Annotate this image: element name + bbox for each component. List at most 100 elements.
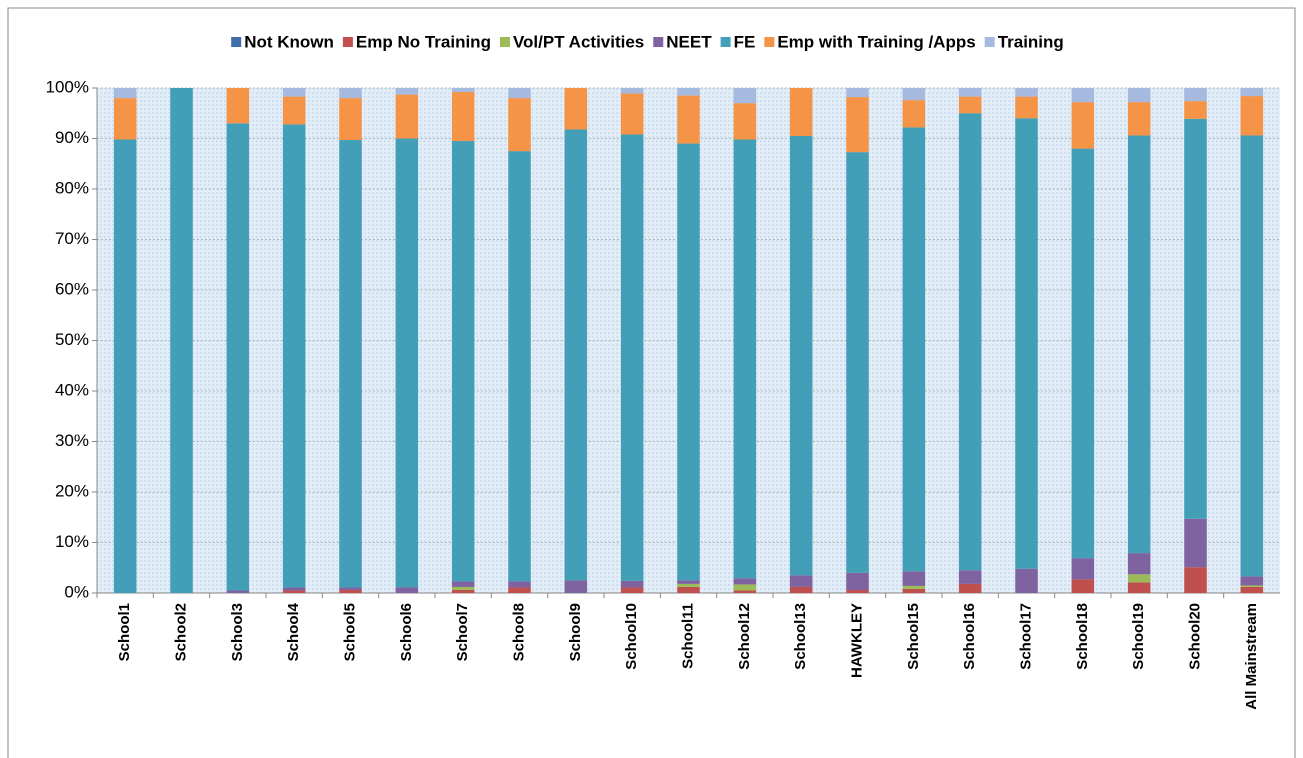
legend-swatch (764, 37, 775, 47)
legend-swatch (720, 37, 731, 47)
bar-segment (677, 580, 700, 584)
bar-segment (846, 589, 869, 593)
legend-label: NEET (666, 32, 712, 51)
x-tick-label: School8 (510, 603, 527, 661)
bar-segment (1240, 96, 1264, 136)
x-tick-label: School7 (454, 603, 471, 661)
y-tick-label: 60% (55, 279, 89, 298)
bar-segment (451, 92, 475, 142)
bar-segment (395, 587, 419, 593)
legend-label: Not Known (244, 32, 334, 51)
bar-segment (958, 570, 982, 584)
bar-segment (226, 590, 250, 593)
bar-segment (1240, 135, 1264, 577)
bar-segment (1240, 586, 1264, 593)
bar-segment (282, 590, 306, 593)
bar-segment (733, 88, 757, 104)
bar-segment (508, 98, 531, 152)
x-tick-label: School13 (792, 603, 809, 670)
bar-segment (677, 143, 700, 581)
bar-segment (1184, 118, 1207, 519)
bar-segment (564, 580, 588, 593)
x-tick-label: School5 (341, 603, 358, 661)
bar-segment (170, 88, 193, 593)
x-tick-label: School15 (905, 603, 922, 670)
bar-segment (1184, 88, 1207, 102)
bar-segment (451, 581, 475, 587)
bar-segment (733, 103, 757, 140)
bar-segment (620, 580, 644, 588)
y-tick-label: 30% (55, 431, 89, 450)
bar-segment (395, 94, 419, 139)
x-tick-label: School3 (229, 603, 246, 661)
y-tick-label: 10% (55, 532, 89, 551)
bar-segment (846, 572, 869, 590)
bar-segment (395, 88, 419, 95)
x-tick-label: School18 (1074, 603, 1091, 670)
x-tick-label: HAWKLEY (848, 603, 865, 678)
bar-segment (958, 113, 982, 571)
bar-segment (451, 586, 475, 590)
y-tick-label: 80% (55, 178, 89, 197)
bar-segment (1240, 576, 1264, 586)
bar-segment (902, 127, 926, 572)
bar-segment (958, 583, 982, 593)
bar-segment (1015, 88, 1038, 97)
bar-segment (677, 586, 700, 593)
legend-label: Emp No Training (356, 32, 491, 51)
bar-segment (1127, 582, 1151, 593)
bar-segment (620, 587, 644, 593)
bar-segment (1015, 568, 1038, 593)
bar-segment (902, 588, 926, 593)
bar-segment (733, 139, 757, 579)
bar-segment (733, 590, 757, 593)
legend-swatch (984, 37, 995, 47)
bar-segment (789, 135, 813, 576)
bar-segment (339, 98, 362, 141)
x-tick-label: School6 (398, 603, 415, 661)
x-tick-label: School4 (285, 602, 302, 661)
bar-segment (451, 589, 475, 593)
bar-segment (113, 88, 137, 99)
bar-segment (1240, 88, 1264, 97)
bar-segment (508, 587, 531, 593)
bar-segment (339, 589, 362, 593)
bar-segment (846, 88, 869, 98)
bar-segment (677, 88, 700, 96)
bar-segment (339, 587, 362, 590)
x-tick-label: School16 (961, 603, 978, 670)
bar-segment (339, 88, 362, 99)
bar-segment (226, 88, 250, 124)
bar-segment (733, 578, 757, 585)
bar-segment (1127, 574, 1151, 583)
bar-segment (508, 581, 531, 588)
bar-segment (902, 100, 926, 128)
legend-swatch (499, 37, 510, 47)
bar-segment (902, 585, 926, 589)
x-tick-label: School20 (1186, 603, 1203, 670)
bar-segment (1071, 102, 1095, 149)
x-tick-label: School9 (567, 603, 584, 661)
bar-segment (1015, 96, 1038, 119)
y-tick-label: 0% (64, 582, 89, 601)
bar-segment (1071, 579, 1095, 593)
bar-segment (564, 129, 588, 581)
bar-segment (113, 139, 137, 593)
legend-label: Vol/PT Activities (513, 32, 644, 51)
bar-segment (620, 88, 644, 94)
bar-segment (677, 583, 700, 587)
legend-label: FE (734, 32, 756, 51)
x-tick-label: School2 (172, 603, 189, 661)
bar-segment (1071, 148, 1095, 559)
bar-segment (451, 88, 475, 93)
bar-segment (508, 151, 531, 582)
bar-segment (1127, 88, 1151, 103)
bar-segment (282, 96, 306, 125)
x-tick-label: School17 (1017, 603, 1034, 670)
bar-segment (902, 571, 926, 586)
y-tick-label: 90% (55, 128, 89, 147)
bar-segment (113, 98, 137, 140)
bar-segment (620, 134, 644, 581)
bar-segment (846, 97, 869, 153)
